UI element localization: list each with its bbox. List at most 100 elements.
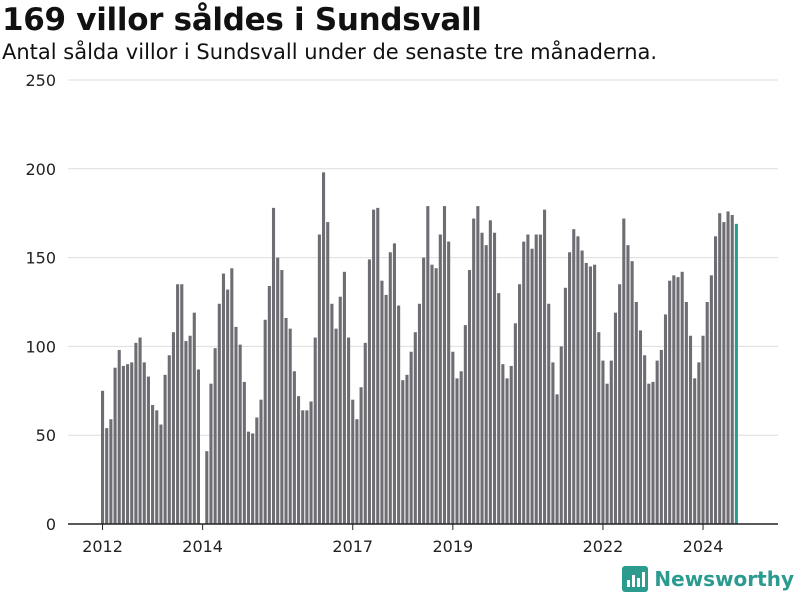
bar [221,273,226,524]
bar [130,362,134,524]
bar [326,222,330,524]
bar [522,241,526,524]
bar [438,234,442,524]
x-tick-label: 2014 [182,537,223,556]
bar [401,380,405,524]
bar [309,401,313,524]
bar [601,360,605,524]
bar [655,360,659,524]
bar [434,268,438,524]
bar [605,383,609,524]
bar [697,362,701,524]
bar [722,222,726,524]
bar [246,431,251,524]
bar [213,348,217,524]
bar [372,209,376,524]
y-axis-ticks: 0 50 100 150 200 250 [25,71,56,534]
brand-name: Newsworthy [654,567,794,591]
bar [255,417,259,524]
bar [176,284,180,524]
bar [568,252,572,524]
bar [384,294,388,524]
bar [622,218,626,524]
bar [380,280,384,524]
bar [588,266,592,524]
bar [609,360,613,524]
y-tick-label: 250 [25,71,56,90]
bar [405,374,409,524]
bar [217,303,221,524]
bar [501,364,505,524]
bar [263,319,267,524]
bar [492,232,497,524]
bar [117,349,121,524]
bar [626,245,630,524]
bar [238,344,242,524]
bar [672,275,676,524]
bar [709,275,713,524]
bar [209,383,213,524]
bar [180,284,184,524]
bar [680,271,684,524]
bar [167,355,171,524]
bar [584,262,588,524]
bar [643,355,647,524]
bar [651,381,655,524]
bar [184,341,188,524]
bar [518,284,522,524]
bar [413,332,417,524]
bar [551,362,555,524]
bar [618,284,622,524]
bar [288,328,292,524]
bar [730,214,734,524]
bar [563,287,567,524]
bar [634,302,638,524]
bar [613,312,618,524]
bar [488,220,492,524]
bar [292,371,296,524]
bar [322,172,326,525]
logo-icon [622,566,649,592]
bar [538,234,542,524]
bar [284,317,288,524]
bar [543,209,547,524]
bar [417,303,422,524]
bar [659,349,663,524]
bar [159,424,163,524]
bar [155,410,159,524]
bar [713,236,718,524]
bar [526,234,530,524]
bar [105,428,109,524]
bar [472,218,476,524]
y-tick-label: 100 [25,337,56,356]
bar [126,364,130,524]
bar [684,302,688,524]
bar [480,232,484,524]
bar [630,261,634,524]
bar [280,270,284,524]
bar [205,451,209,524]
bar [317,234,321,524]
bar [330,303,334,524]
bar [242,381,246,524]
bar [138,337,142,524]
bar [663,314,668,524]
bar [355,419,359,524]
bar [305,410,309,524]
bar [251,433,255,524]
y-tick-label: 0 [46,515,56,534]
bar [451,351,455,524]
bar [367,259,371,524]
bar [109,419,113,524]
x-tick-label: 2019 [432,537,473,556]
bar [559,346,563,524]
bar [409,351,413,524]
bar [334,328,338,524]
bar [688,335,693,524]
chart-subtitle: Antal sålda villor i Sundsvall under de … [2,40,658,64]
bar [296,396,301,524]
bar [705,302,709,524]
bar [351,399,355,524]
bar [459,371,463,524]
bar [142,362,146,524]
